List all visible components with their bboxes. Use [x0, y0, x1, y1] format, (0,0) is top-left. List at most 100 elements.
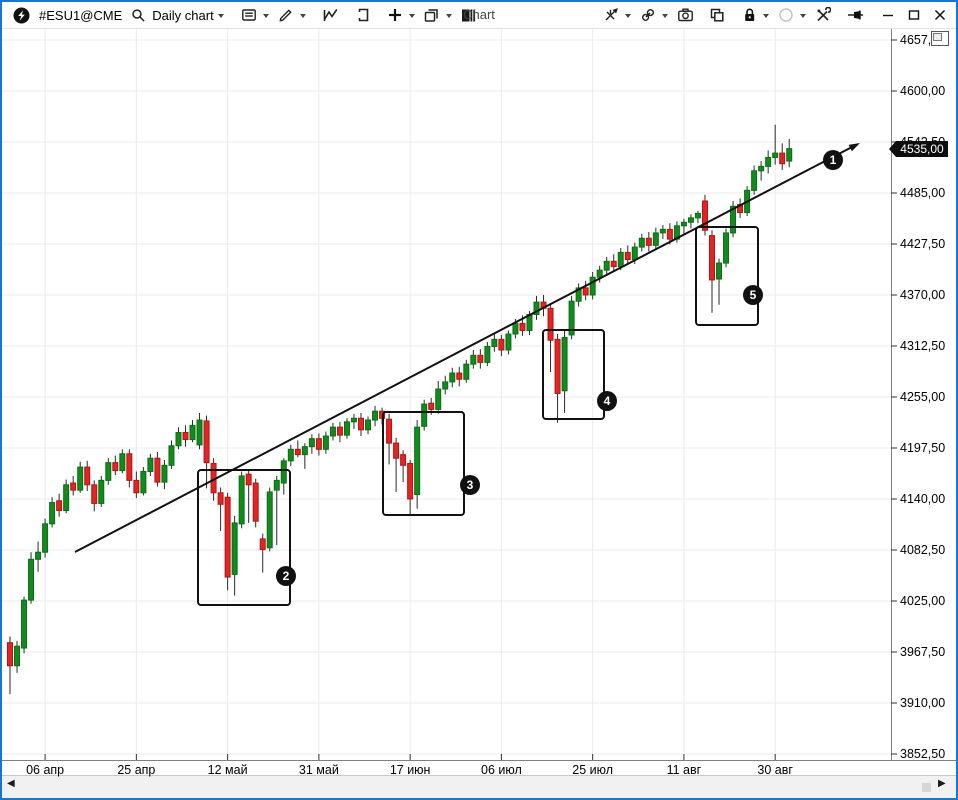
- candle-body: [610, 260, 617, 268]
- annotation-box-5[interactable]: [695, 226, 759, 326]
- candle-body: [659, 228, 666, 234]
- candle-body: [196, 419, 203, 446]
- candle-body: [779, 152, 786, 165]
- candle-body: [91, 484, 98, 504]
- candle-body: [631, 246, 638, 261]
- add-plus-icon[interactable]: [385, 5, 405, 25]
- chevron-down-icon[interactable]: [800, 13, 806, 18]
- trend-arrow-head[interactable]: [848, 143, 860, 152]
- candle-body: [140, 471, 147, 494]
- timeframe-selector[interactable]: Daily chart: [152, 7, 214, 23]
- candle-body: [343, 421, 350, 436]
- chevron-down-icon[interactable]: [445, 13, 452, 18]
- annotation-circle-2[interactable]: [276, 566, 296, 586]
- x-axis-label: 11 авг: [667, 763, 702, 777]
- close-button[interactable]: [928, 5, 952, 25]
- chevron-down-icon[interactable]: [408, 13, 415, 18]
- candle-body: [308, 438, 315, 448]
- candle-body: [765, 157, 772, 167]
- candle-body: [638, 237, 645, 248]
- y-axis-label: 4082,50: [900, 543, 945, 557]
- candle-body: [603, 260, 610, 271]
- candle-body: [224, 496, 231, 578]
- candle-body: [168, 445, 175, 466]
- chevron-down-icon[interactable]: [625, 13, 631, 18]
- annotation-circle-4[interactable]: [597, 391, 617, 411]
- candle-body: [175, 431, 182, 447]
- axis-settings-icon[interactable]: [931, 31, 949, 46]
- candle-body: [666, 228, 673, 240]
- candle-body: [505, 333, 512, 351]
- candle-body: [259, 538, 266, 551]
- y-axis-label: 4025,00: [900, 594, 945, 608]
- candle-body: [336, 426, 343, 436]
- maximize-button[interactable]: [902, 5, 926, 25]
- y-axis-label: 3967,50: [900, 645, 945, 659]
- annotation-circle-1[interactable]: [823, 150, 843, 170]
- crosshair-icon[interactable]: [601, 5, 621, 25]
- candle-body: [294, 448, 301, 456]
- pin-icon[interactable]: [845, 5, 865, 25]
- tools-icon[interactable]: [813, 5, 833, 25]
- search-icon[interactable]: [128, 5, 148, 25]
- chevron-down-icon[interactable]: [299, 13, 306, 18]
- annotation-box-3[interactable]: [382, 411, 465, 516]
- candle-body: [112, 462, 119, 472]
- x-axis-label: 06 июл: [481, 763, 522, 777]
- frame-select-icon[interactable]: [353, 5, 373, 25]
- y-axis-label: 4312,50: [900, 339, 945, 353]
- chevron-down-icon[interactable]: [262, 13, 269, 18]
- y-axis-label: 3910,00: [900, 696, 945, 710]
- scroll-left-arrow[interactable]: ◀: [7, 778, 15, 789]
- annotation-box-2[interactable]: [197, 469, 291, 606]
- candle-body: [217, 492, 224, 505]
- annotation-circle-3[interactable]: [460, 475, 480, 495]
- trend-line[interactable]: [74, 146, 853, 553]
- camera-icon[interactable]: [675, 5, 695, 25]
- candle-body: [350, 417, 357, 423]
- candle-body: [435, 388, 442, 410]
- layouts-icon[interactable]: [422, 5, 442, 25]
- circle-template-icon[interactable]: [776, 5, 796, 25]
- candle-body: [554, 338, 561, 394]
- candle-body: [238, 475, 245, 525]
- copy-icon[interactable]: [707, 5, 727, 25]
- minimize-button[interactable]: [876, 5, 900, 25]
- chevron-down-icon[interactable]: [763, 13, 769, 18]
- scrollbar-track[interactable]: [2, 776, 956, 798]
- candle-body: [287, 448, 294, 462]
- instrument-symbol: #ESU1@CME: [39, 7, 123, 23]
- candle-body: [716, 262, 723, 280]
- link-icon[interactable]: [638, 5, 658, 25]
- line-chart-icon[interactable]: [321, 5, 341, 25]
- chevron-down-icon[interactable]: [662, 13, 668, 18]
- candle-body: [582, 287, 589, 296]
- scroll-thumb[interactable]: [922, 783, 931, 792]
- candle-body: [456, 372, 463, 380]
- annotation-box-4[interactable]: [542, 329, 605, 420]
- indicators-icon[interactable]: [239, 5, 259, 25]
- candle-body: [203, 420, 210, 464]
- candle-body: [393, 442, 400, 459]
- annotation-circle-label: 2: [283, 569, 290, 583]
- panel-columns-icon[interactable]: [459, 5, 479, 25]
- lock-icon[interactable]: [739, 5, 759, 25]
- candle-body: [442, 381, 449, 390]
- draw-pencil-icon[interactable]: [276, 5, 296, 25]
- x-axis-label: 17 июн: [390, 763, 431, 777]
- scroll-right-arrow[interactable]: ▶: [938, 778, 946, 789]
- candle-body: [449, 372, 456, 383]
- candle-body: [182, 431, 189, 441]
- candle-body: [7, 642, 13, 667]
- candle-body: [315, 438, 322, 450]
- candle-body: [758, 165, 765, 172]
- candle-body: [245, 473, 252, 486]
- annotation-circle-5[interactable]: [743, 285, 763, 305]
- candle-body: [273, 479, 280, 491]
- candle-body: [652, 232, 659, 246]
- candle-body: [231, 522, 238, 575]
- candle-body: [70, 482, 77, 491]
- candle-body: [14, 645, 21, 667]
- chevron-down-icon[interactable]: [217, 13, 224, 18]
